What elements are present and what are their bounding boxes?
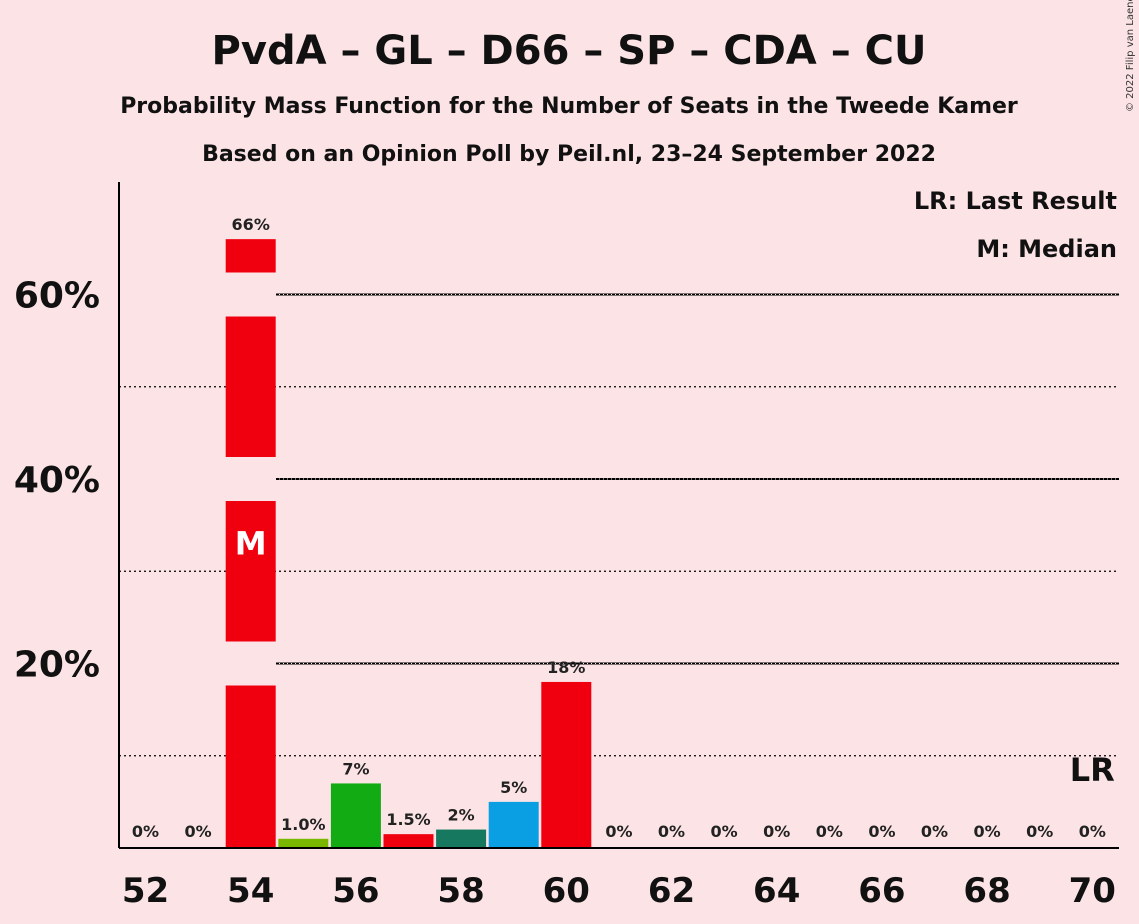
x-tick-label: 52 bbox=[122, 871, 169, 911]
x-tick-label: 58 bbox=[437, 871, 484, 911]
last-result-marker: LR bbox=[1070, 751, 1115, 789]
chart-subtitle-2: Based on an Opinion Poll by Peil.nl, 23–… bbox=[202, 142, 936, 167]
bar-value-label: 0% bbox=[1079, 822, 1106, 841]
bar bbox=[488, 801, 539, 848]
bar-value-label: 7% bbox=[342, 759, 369, 778]
x-tick-label: 56 bbox=[332, 871, 379, 911]
bar-value-label: 0% bbox=[974, 822, 1001, 841]
y-label-backdrop bbox=[120, 457, 276, 501]
bar-value-label: 0% bbox=[658, 822, 685, 841]
bar bbox=[541, 681, 592, 848]
y-tick-label: 20% bbox=[14, 645, 100, 686]
x-tick-label: 64 bbox=[753, 871, 800, 911]
legend-median: M: Median bbox=[976, 235, 1117, 263]
bar-value-label: 1.0% bbox=[281, 815, 325, 834]
copyright-notice: © 2022 Filip van Laenen bbox=[1125, 0, 1136, 112]
bar bbox=[278, 838, 329, 848]
chart-title: PvdA – GL – D66 – SP – CDA – CU bbox=[212, 28, 927, 74]
bar-value-label: 0% bbox=[921, 822, 948, 841]
bar-value-label: 5% bbox=[500, 778, 527, 797]
y-label-backdrop bbox=[120, 272, 276, 317]
chart-subtitle-1: Probability Mass Function for the Number… bbox=[120, 94, 1018, 119]
y-tick-label: 40% bbox=[14, 460, 100, 501]
bar-value-label: 0% bbox=[185, 822, 212, 841]
bar bbox=[383, 834, 434, 848]
x-tick-label: 62 bbox=[648, 871, 695, 911]
bar-value-label: 0% bbox=[132, 822, 159, 841]
bar bbox=[330, 783, 381, 848]
bar-value-label: 1.5% bbox=[386, 810, 430, 829]
x-tick-label: 70 bbox=[1069, 871, 1116, 911]
bar-value-label: 66% bbox=[232, 215, 270, 234]
x-tick-label: 66 bbox=[858, 871, 905, 911]
bar-value-label: 0% bbox=[816, 822, 843, 841]
bar-value-label: 2% bbox=[448, 806, 475, 825]
x-tick-label: 68 bbox=[963, 871, 1010, 911]
bar-value-label: 0% bbox=[868, 822, 895, 841]
bar-value-label: 0% bbox=[605, 822, 632, 841]
bars: 0% 0% 66% 1.0% 7% 1.5% 2% 5% 18% 0% 0% 0% 0% 0% 0% 0% 0%… bbox=[132, 215, 1115, 848]
median-marker: M bbox=[235, 525, 267, 563]
gridlines bbox=[119, 293, 1119, 757]
x-tick-label: 54 bbox=[227, 871, 274, 911]
bar-value-label: 18% bbox=[547, 658, 585, 677]
bar-value-label: 0% bbox=[711, 822, 738, 841]
bar-value-label: 0% bbox=[763, 822, 790, 841]
y-tick-label: 60% bbox=[14, 276, 100, 317]
bar bbox=[436, 829, 487, 848]
y-label-backdrop bbox=[120, 641, 276, 686]
bar bbox=[225, 239, 276, 848]
legend-last-result: LR: Last Result bbox=[914, 187, 1117, 215]
bar-value-label: 0% bbox=[1026, 822, 1053, 841]
x-tick-label: 60 bbox=[543, 871, 590, 911]
axes: 20% 40% 60% 52 54 56 58 60 62 64 66 68 70 bbox=[14, 182, 1119, 911]
